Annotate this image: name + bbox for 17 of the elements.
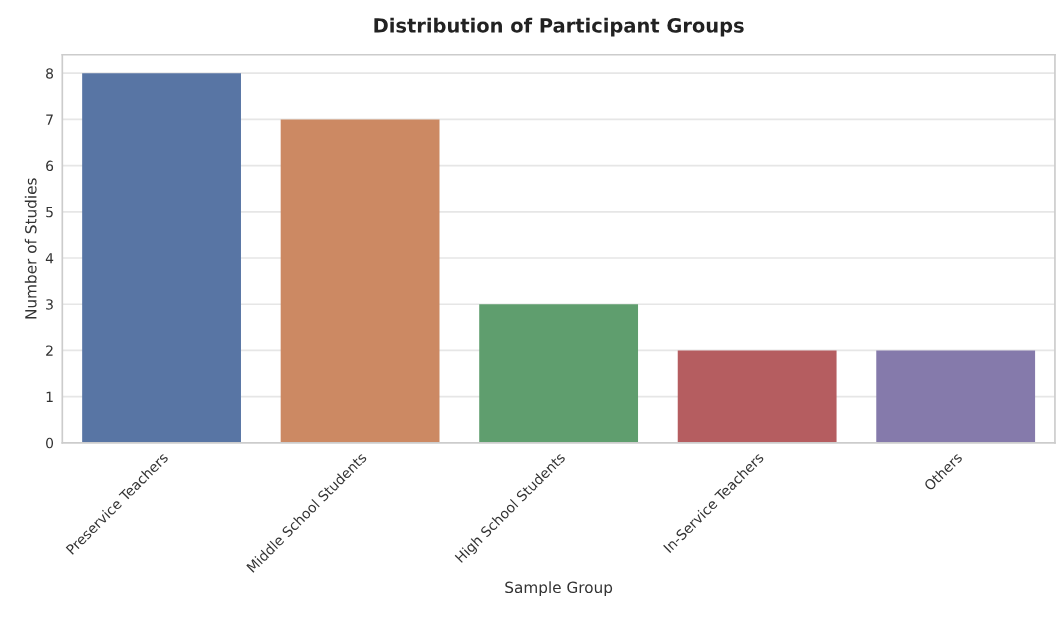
y-tick-label: 5 xyxy=(46,206,53,218)
y-tick-label: 3 xyxy=(46,299,53,310)
y-axis-title: Number of Studies xyxy=(24,178,37,319)
bar xyxy=(876,350,1036,443)
chart-title: Distribution of Participant Groups xyxy=(374,17,744,37)
y-tick-label: 1 xyxy=(46,391,53,402)
y-tick-label: 8 xyxy=(46,68,54,79)
x-axis-title: Sample Group xyxy=(505,581,613,597)
bar xyxy=(82,73,241,443)
y-tick-label: 2 xyxy=(46,345,53,356)
y-tick-label: 7 xyxy=(46,114,53,125)
bar xyxy=(479,304,639,443)
y-tick-label: 4 xyxy=(45,253,54,264)
y-tick-label: 6 xyxy=(46,160,54,172)
bar xyxy=(677,350,837,443)
y-tick-label: 0 xyxy=(46,437,54,449)
bar xyxy=(280,119,440,443)
